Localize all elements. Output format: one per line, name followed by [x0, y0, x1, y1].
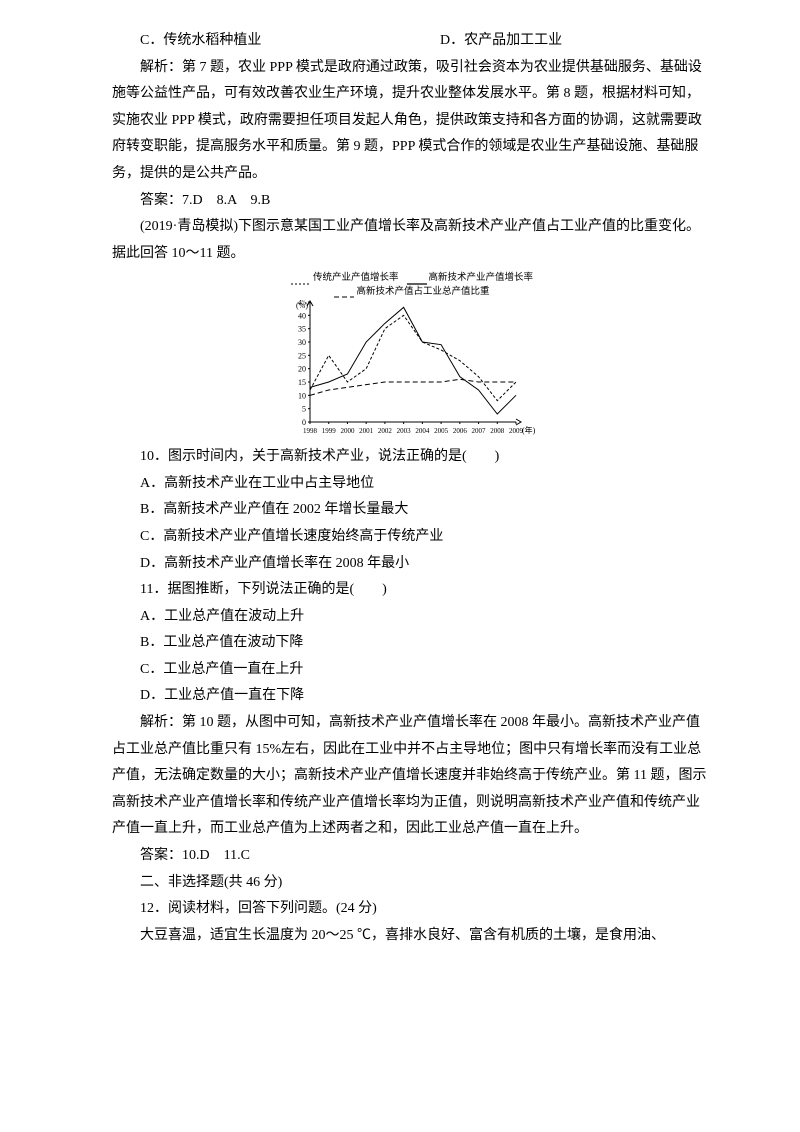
svg-text:2008: 2008	[490, 427, 505, 435]
option-d: D．农产品加工工业	[412, 28, 712, 55]
svg-text:30: 30	[298, 338, 306, 347]
svg-text:2007: 2007	[472, 427, 487, 435]
svg-text:0: 0	[302, 418, 306, 427]
q10-c: C．高新技术产业产值增长速度始终高于传统产业	[112, 524, 712, 551]
svg-text:1999: 1999	[322, 427, 337, 435]
svg-text:20: 20	[298, 365, 306, 374]
svg-text:2000: 2000	[340, 427, 355, 435]
svg-text:2001: 2001	[359, 427, 374, 435]
legend-label-ratio: 高新技术产值占工业总产值比重	[356, 287, 489, 298]
q11-b: B．工业总产值在波动下降	[112, 630, 712, 657]
svg-text:5: 5	[302, 405, 306, 414]
svg-text:2005: 2005	[434, 427, 449, 435]
q11-c: C．工业总产值一直在上升	[112, 657, 712, 684]
q11-stem: 11．据图推断，下列说法正确的是( )	[112, 577, 712, 604]
q11-a: A．工业总产值在波动上升	[112, 604, 712, 631]
line-chart: (%)4540353025201510501998199920002001200…	[286, 300, 538, 438]
answer-10-11: 答案：10.D 11.C	[112, 843, 712, 870]
intro-10-11: (2019·青岛模拟)下图示意某国工业产值增长率及高新技术产业产值占工业产值的比…	[112, 214, 712, 267]
legend-label-traditional: 传统产业产值增长率	[313, 273, 399, 284]
q12-body: 大豆喜温，适宜生长温度为 20～25 ℃，喜排水良好、富含有机质的土壤，是食用油…	[112, 923, 712, 950]
analysis-10-11: 解析：第 10 题，从图中可知，高新技术产业产值增长率在 2008 年最小。高新…	[112, 710, 712, 843]
analysis-7-9: 解析：第 7 题，农业 PPP 模式是政府通过政策，吸引社会资本为农业提供基础服…	[112, 55, 712, 188]
chart-container: 传统产业产值增长率 高新技术产业产值增长率 高新技术产值占工业总产值比重 (%)…	[286, 273, 538, 438]
section-2-title: 二、非选择题(共 46 分)	[112, 870, 712, 897]
svg-text:35: 35	[298, 325, 306, 334]
q10-stem: 10．图示时间内，关于高新技术产业，说法正确的是( )	[112, 444, 712, 471]
svg-text:2003: 2003	[397, 427, 412, 435]
svg-text:15: 15	[298, 378, 306, 387]
svg-text:10: 10	[298, 391, 306, 400]
options-c-d: C．传统水稻种植业 D．农产品加工工业	[112, 28, 712, 55]
q10-d: D．高新技术产业产值增长率在 2008 年最小	[112, 551, 712, 578]
svg-text:(年): (年)	[522, 425, 536, 435]
svg-text:2004: 2004	[415, 427, 430, 435]
q12-stem: 12．阅读材料，回答下列问题。(24 分)	[112, 896, 712, 923]
svg-text:2006: 2006	[453, 427, 468, 435]
svg-text:2002: 2002	[378, 427, 393, 435]
q11-d: D．工业总产值一直在下降	[112, 683, 712, 710]
q10-a: A．高新技术产业在工业中占主导地位	[112, 471, 712, 498]
legend-label-hightech: 高新技术产业产值增长率	[429, 273, 534, 284]
svg-text:45: 45	[298, 300, 306, 307]
svg-text:25: 25	[298, 351, 306, 360]
q10-b: B．高新技术产业产值在 2002 年增长量最大	[112, 497, 712, 524]
chart-legend: 传统产业产值增长率 高新技术产业产值增长率 高新技术产值占工业总产值比重	[286, 273, 538, 298]
answer-7-9: 答案：7.D 8.A 9.B	[112, 188, 712, 215]
svg-text:1998: 1998	[303, 427, 318, 435]
option-c: C．传统水稻种植业	[112, 28, 412, 55]
svg-text:40: 40	[298, 311, 306, 320]
